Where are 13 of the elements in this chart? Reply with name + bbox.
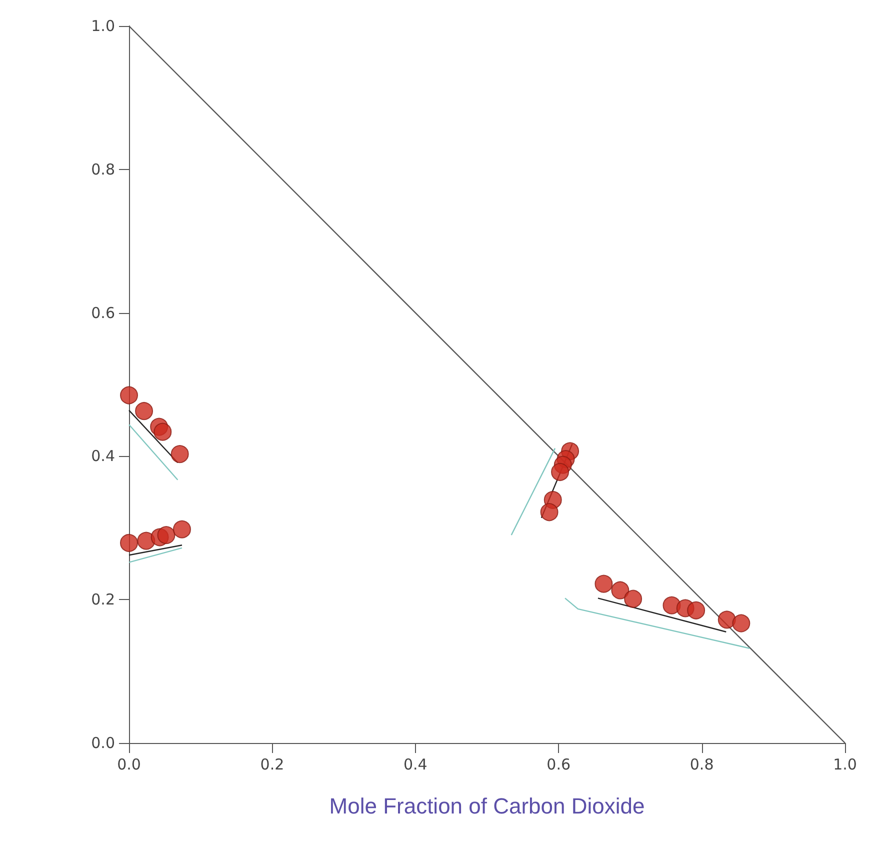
x-tick-label: 0.2 (260, 756, 284, 774)
x-tick-label: 1.0 (833, 756, 857, 774)
y-tick-label: 0.2 (91, 590, 115, 609)
x-axis-title: Mole Fraction of Carbon Dioxide (329, 794, 645, 818)
y-tick-label: 0.4 (91, 447, 115, 466)
x-tick-label: 0.0 (117, 756, 141, 774)
x-tick-label: 0.4 (403, 756, 428, 774)
x-tick-label: 0.8 (690, 756, 714, 774)
x-tick-label: 0.6 (546, 756, 571, 774)
y-tick-label: 1.0 (91, 17, 115, 35)
y-tick-label: 0.0 (91, 734, 115, 752)
y-tick-label: 0.8 (91, 160, 115, 178)
y-tick-label: 0.6 (91, 304, 115, 322)
